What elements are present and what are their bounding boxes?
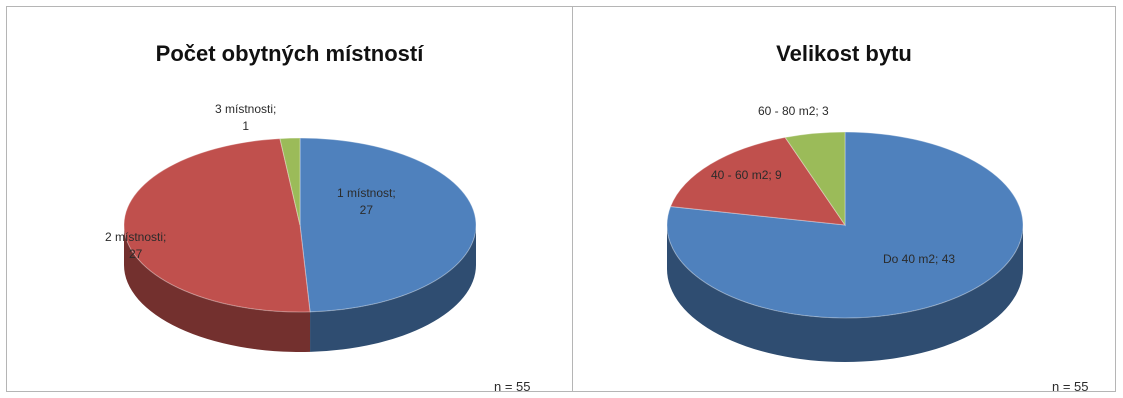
chart-panel-rooms: Počet obytných místností 1 místnost; 27 … [6, 6, 573, 394]
sample-size-note: n = 55 [494, 379, 531, 394]
pie-chart-rooms [123, 137, 477, 353]
slice-label: 1 místnost; 27 [337, 186, 396, 217]
chart-panel-flat-size: Velikost bytu Do 40 m2; 43 40 - 60 m2; 9… [572, 6, 1116, 394]
pie-chart-flat-size [666, 131, 1024, 362]
slice-label: Do 40 m2; 43 [883, 252, 956, 266]
slice-label: 3 místnosti; 1 [215, 102, 277, 133]
pie-slice-2-m-stnosti [123, 138, 311, 313]
slice-label: 40 - 60 m2; 9 [711, 168, 782, 182]
slice-label: 2 místnosti; 27 [105, 230, 167, 261]
chart-title: Velikost bytu [776, 41, 912, 66]
pie-slice-60-80-m2 [784, 131, 846, 227]
pie-slice-1-m-stnost [299, 137, 477, 313]
pie-slice-do-40-m2 [666, 131, 1024, 319]
pie-side-do-40-m2 [667, 225, 1023, 362]
pie-side-2-m-stnosti [124, 225, 311, 353]
slice-label: 60 - 80 m2; 3 [758, 104, 829, 118]
pie-slice-3-m-stnosti [279, 137, 301, 226]
chart-title: Počet obytných místností [155, 41, 424, 66]
sample-size-note: n = 55 [1052, 379, 1089, 394]
pie-slice-40-60-m2 [669, 136, 847, 226]
pie-side-1-m-stnost [310, 225, 476, 352]
